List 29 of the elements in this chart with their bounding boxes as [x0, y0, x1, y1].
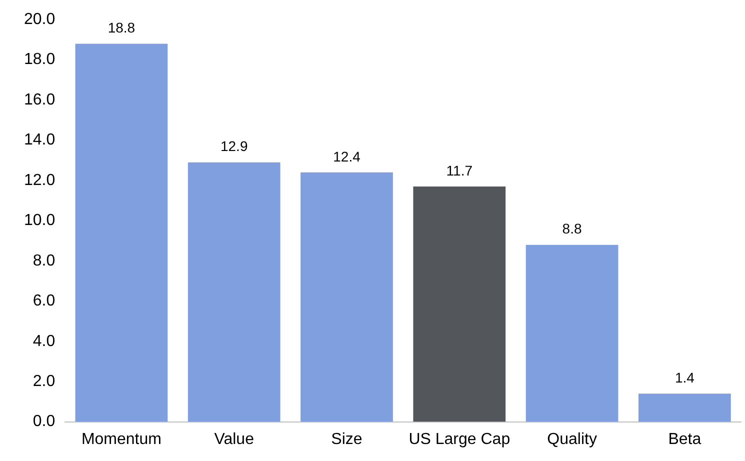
y-tick-label: 6.0 [32, 292, 56, 310]
data-label: 12.4 [333, 148, 361, 164]
y-tick-label: 16.0 [24, 91, 56, 108]
y-tick-label: 8.0 [32, 252, 56, 270]
y-tick-label: 4.0 [32, 332, 56, 350]
x-tick-label: Beta [668, 430, 702, 448]
data-label: 12.9 [220, 138, 248, 154]
x-tick-label: Size [331, 430, 362, 448]
y-tick-label: 14.0 [24, 132, 56, 149]
y-tick-label: 20.0 [24, 11, 56, 28]
bar [75, 44, 168, 422]
x-tick-label: Value [214, 430, 254, 448]
y-tick-label: 0.0 [32, 413, 56, 430]
y-tick-label: 12.0 [24, 172, 56, 189]
data-label: 1.4 [674, 370, 695, 386]
bar [413, 186, 506, 422]
x-tick-label: Quality [547, 430, 597, 448]
bar [638, 394, 731, 422]
y-tick-label: 18.0 [24, 51, 56, 68]
bar [526, 244, 618, 422]
y-tick-label: 2.0 [32, 372, 56, 390]
y-tick-label: 10.0 [24, 212, 56, 230]
x-tick-label: Momentum [81, 430, 162, 448]
bar [300, 172, 393, 422]
x-tick-label: US Large Cap [408, 430, 510, 448]
data-label: 18.8 [108, 20, 136, 36]
bar [188, 162, 280, 422]
data-label: 8.8 [562, 220, 582, 237]
data-label: 11.7 [446, 162, 473, 178]
